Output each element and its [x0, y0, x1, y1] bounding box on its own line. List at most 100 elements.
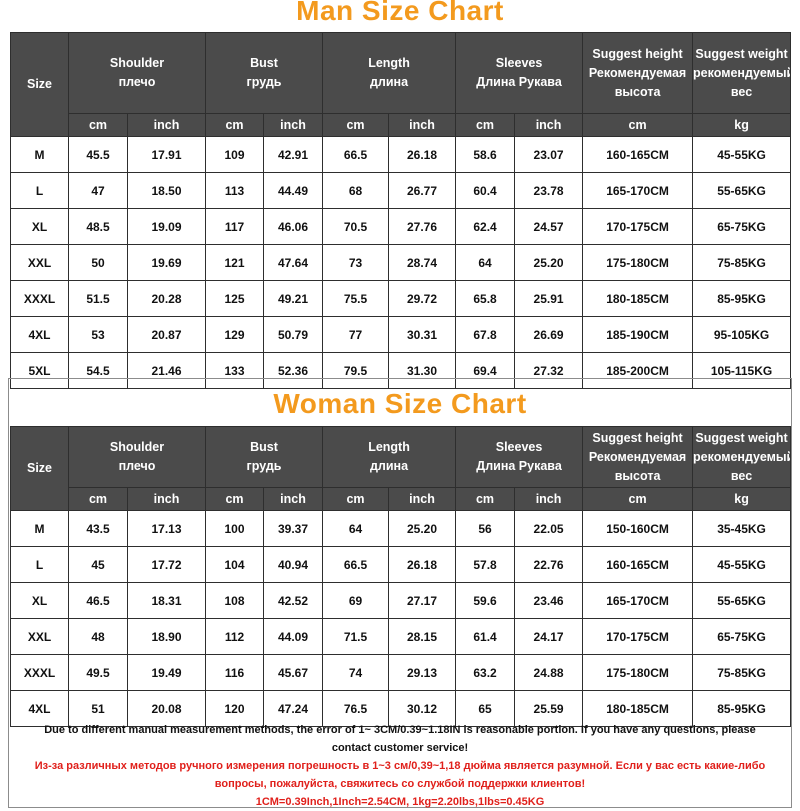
measurement-cell: 43.5 — [68, 510, 128, 547]
measurement-cell: 26.77 — [388, 172, 457, 209]
measurement-cell: 18.90 — [126, 618, 207, 655]
size-label: 4XL — [10, 690, 69, 727]
measurement-cell: 116 — [205, 654, 265, 691]
measurement-cell: 48.5 — [68, 208, 128, 245]
measurement-cell: 65.8 — [455, 280, 516, 317]
measurement-cell: 85-95KG — [692, 280, 792, 317]
measurement-cell: 117 — [205, 208, 265, 245]
measurement-cell: 60.4 — [455, 172, 516, 209]
measurement-cell: 22.76 — [514, 546, 584, 583]
measurement-cell: 108 — [205, 582, 265, 619]
measurement-cell: 45.67 — [263, 654, 324, 691]
units-row: cm inch cm inch cm inch cm inch cm kg — [11, 487, 792, 511]
size-label: XXXL — [10, 654, 69, 691]
measurement-cell: 51 — [68, 690, 128, 727]
length-header: Length длина — [322, 426, 457, 488]
bust-header: Bust грудь — [205, 426, 324, 488]
measurement-cell: 48 — [68, 618, 128, 655]
measurement-cell: 65-75KG — [692, 208, 792, 245]
measurement-cell: 24.57 — [514, 208, 584, 245]
measurement-cell: 20.08 — [126, 690, 207, 727]
size-row: XL 46.5 18.31 108 42.52 69 27.17 59.6 23.46 165-1… — [10, 582, 792, 619]
unit-cell: inch — [126, 113, 207, 137]
size-row: M 45.5 17.91 109 42.91 66.5 26.18 58.6 23.07 160-… — [10, 136, 792, 173]
unit-cell: cm — [582, 487, 694, 511]
measurement-cell: 17.91 — [126, 136, 207, 173]
measurement-cell: 75.5 — [322, 280, 390, 317]
measurement-cell: 27.76 — [388, 208, 457, 245]
size-label: M — [10, 136, 69, 173]
measurement-cell: 30.31 — [388, 316, 457, 353]
measurement-cell: 75-85KG — [692, 654, 792, 691]
measurement-cell: 29.72 — [388, 280, 457, 317]
measurement-cell: 47.64 — [263, 244, 324, 281]
measurement-cell: 165-170CM — [582, 582, 694, 619]
measurement-cell: 57.8 — [455, 546, 516, 583]
measurement-cell: 46.06 — [263, 208, 324, 245]
measurement-cell: 180-185CM — [582, 280, 694, 317]
measurement-cell: 69.4 — [455, 352, 516, 389]
measurement-cell: 76.5 — [322, 690, 390, 727]
size-label: 5XL — [10, 352, 69, 389]
measurement-cell: 64 — [322, 510, 390, 547]
measurement-cell: 39.37 — [263, 510, 324, 547]
unit-cell: cm — [68, 113, 128, 137]
measurement-cell: 55-65KG — [692, 172, 792, 209]
measurement-cell: 150-160CM — [582, 510, 694, 547]
unit-cell: cm — [455, 487, 516, 511]
measurement-cell: 121 — [205, 244, 265, 281]
measurement-cell: 47 — [68, 172, 128, 209]
measurement-cell: 185-200CM — [582, 352, 694, 389]
measurement-cell: 100 — [205, 510, 265, 547]
unit-cell: cm — [322, 487, 390, 511]
measurement-cell: 45-55KG — [692, 546, 792, 583]
sleeves-header: Sleeves Длина Рукава — [455, 426, 584, 488]
measurement-cell: 25.20 — [388, 510, 457, 547]
measurement-cell: 29.13 — [388, 654, 457, 691]
measurement-cell: 44.49 — [263, 172, 324, 209]
unit-cell: cm — [205, 487, 265, 511]
suggest-height-header: Suggest height Рекомендуемая высота — [582, 426, 694, 488]
measurement-cell: 120 — [205, 690, 265, 727]
measurement-cell: 67.8 — [455, 316, 516, 353]
measurement-cell: 175-180CM — [582, 654, 694, 691]
unit-conversion-note: 1CM=0.39Inch,1Inch=2.54CM, 1kg=2.20lbs,1… — [255, 796, 545, 808]
measurement-note-english: Due to different manual measurement meth… — [44, 724, 756, 754]
measurement-cell: 19.49 — [126, 654, 207, 691]
size-label: XL — [10, 582, 69, 619]
measurement-cell: 28.74 — [388, 244, 457, 281]
measurement-cell: 63.2 — [455, 654, 516, 691]
measurement-cell: 45.5 — [68, 136, 128, 173]
measurement-cell: 25.91 — [514, 280, 584, 317]
measurement-cell: 17.13 — [126, 510, 207, 547]
measurement-cell: 175-180CM — [582, 244, 694, 281]
measurement-cell: 56 — [455, 510, 516, 547]
measurement-cell: 18.31 — [126, 582, 207, 619]
measurement-cell: 113 — [205, 172, 265, 209]
man-table-body: M 45.5 17.91 109 42.91 66.5 26.18 58.6 23.07 160-… — [10, 136, 792, 389]
size-row: XL 48.5 19.09 117 46.06 70.5 27.76 62.4 24.57 170… — [10, 208, 792, 245]
measurement-cell: 109 — [205, 136, 265, 173]
measurement-cell: 21.46 — [126, 352, 207, 389]
measurement-cell: 70.5 — [322, 208, 390, 245]
measurement-cell: 73 — [322, 244, 390, 281]
unit-cell: cm — [68, 487, 128, 511]
shoulder-header: Shoulder плечо — [67, 426, 207, 488]
measurement-cell: 95-105KG — [692, 316, 792, 353]
measurement-cell: 77 — [322, 316, 390, 353]
measurement-cell: 40.94 — [263, 546, 324, 583]
measurement-cell: 105-115KG — [692, 352, 792, 389]
measurement-cell: 27.17 — [388, 582, 457, 619]
measurement-cell: 42.91 — [263, 136, 324, 173]
measurement-cell: 85-95KG — [692, 690, 792, 727]
unit-cell: inch — [263, 487, 324, 511]
unit-cell: inch — [263, 113, 324, 137]
measurement-cell: 112 — [205, 618, 265, 655]
woman-chart-title: Woman Size Chart — [273, 388, 527, 419]
measurement-cell: 180-185CM — [582, 690, 694, 727]
size-label: L — [10, 172, 69, 209]
measurement-cell: 170-175CM — [582, 208, 694, 245]
unit-cell: inch — [388, 487, 457, 511]
measurement-cell: 24.88 — [514, 654, 584, 691]
measurement-cell: 68 — [322, 172, 390, 209]
